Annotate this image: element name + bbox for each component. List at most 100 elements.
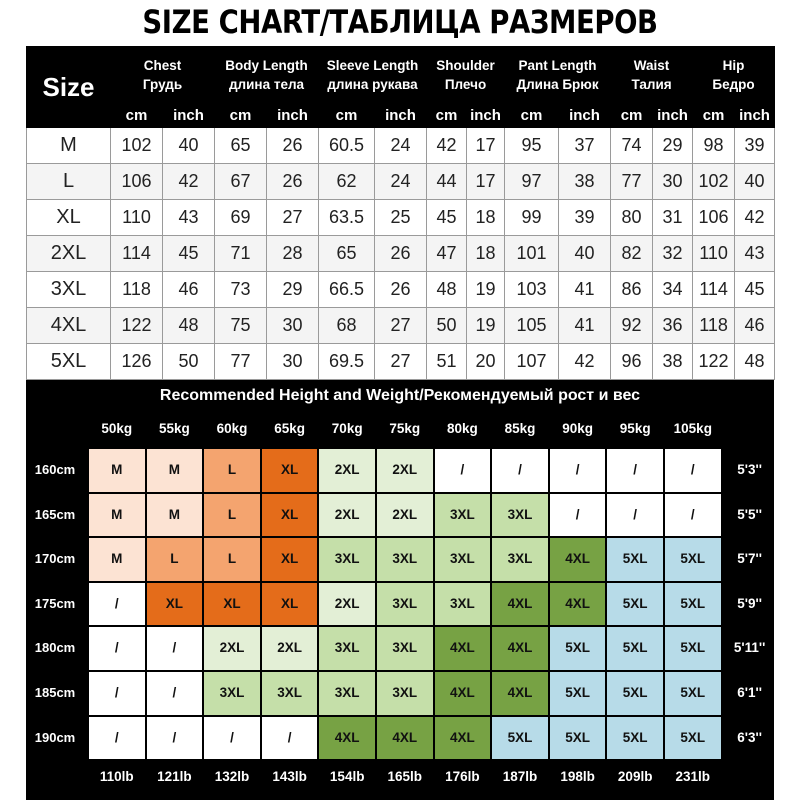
value-cell: 97 [504,163,560,200]
size-recommendation-cell: / [261,716,318,760]
size-recommendation-cell: 2XL [377,449,433,492]
value-cell: 47 [426,235,467,272]
height-cm-label: 190cm [34,729,76,745]
measure-header: Sleeve Length длина рукава [318,46,427,103]
value-cell: 73 [214,271,267,308]
measure-header: Chest Грудь [110,46,215,103]
measure-name-en: Pant Length [518,57,597,73]
size-recommendation-cell: 4XL [434,716,491,760]
unit-cm-header: cm [110,102,163,128]
weight-kg-label: 95kg [619,421,651,436]
size-recommendation-cell: 5XL [492,716,548,760]
value-cell: 77 [214,343,267,380]
value-cell: 50 [162,343,215,380]
recommend-section: Recommended Height and Weight/Рекомендуе… [26,380,774,800]
value-cell: 30 [266,343,319,380]
unit-inch-header: inch [374,102,427,128]
size-recommendation-cell: 5XL [607,538,663,581]
value-cell: 27 [266,199,319,236]
size-recommendation-cell: 3XL [377,582,433,626]
value-cell: 45 [162,235,215,272]
size-recommendation-cell: 2XL [261,627,318,670]
unit-inch-header: inch [266,102,319,128]
size-recommendation-cell: 5XL [607,582,663,626]
value-cell: 46 [162,271,215,308]
value-cell: 38 [652,343,694,380]
value-cell: 18 [465,199,506,236]
weight-kg-label: 85kg [504,421,536,436]
value-cell: 69.5 [318,343,375,380]
size-recommendation-cell: 2XL [204,627,260,670]
size-recommendation-cell: / [549,493,606,537]
unit-inch-header: inch [465,102,506,128]
value-cell: 27 [374,343,427,380]
value-cell: 30 [652,163,694,200]
value-cell: 20 [465,343,506,380]
value-cell: 62 [318,163,375,200]
size-recommendation-cell: 3XL [377,672,433,715]
weight-lb-label: 176lb [445,769,480,785]
weight-kg-label: 105kg [673,421,712,436]
value-cell: 65 [214,127,267,164]
size-recommendation-cell: / [89,582,145,626]
unit-cm-header: cm [610,102,654,128]
size-recommendation-cell: 3XL [204,672,260,715]
value-cell: 44 [426,163,467,200]
unit-inch-header: inch [162,102,215,128]
value-cell: 29 [266,271,319,308]
size-recommendation-cell: 4XL [319,716,375,760]
value-cell: 48 [734,343,776,380]
value-cell: 38 [558,163,612,200]
size-recommendation-cell: 5XL [665,538,721,581]
weight-lb-label: 187lb [502,769,538,785]
size-recommendation-cell: / [607,493,663,537]
measure-name-ru: Длина Брюк [516,76,599,92]
value-cell: 29 [652,127,694,164]
value-cell: 45 [734,271,776,308]
size-recommendation-cell: 2XL [377,493,433,537]
value-cell: 99 [504,199,560,236]
height-ft-label: 5'7'' [737,551,762,567]
value-cell: 110 [110,199,163,236]
size-recommendation-cell: L [146,538,203,581]
size-recommendation-cell: 5XL [549,716,606,760]
value-cell: 50 [426,307,467,344]
measure-header: Pant Length Длина Брюк [504,46,612,103]
size-recommendation-cell: 5XL [607,672,663,715]
size-recommendation-cell: 4XL [434,627,491,670]
measure-header: Shoulder Плечо [425,46,506,103]
size-recommendation-cell: / [492,449,548,492]
size-cell: 4XL [26,307,111,344]
unit-inch-header: inch [734,102,776,128]
size-recommendation-cell: XL [261,493,318,537]
table-row: XL 110 43 69 27 63.5 25 45 18 99 39 80 31 106 42 [26,199,776,236]
size-recommendation-cell: 4XL [492,627,548,670]
size-recommendation-cell: 2XL [319,449,375,492]
size-recommendation-cell: 3XL [319,627,375,670]
value-cell: 36 [652,307,694,344]
value-cell: 25 [374,199,427,236]
size-recommendation-cell: 3XL [377,538,433,581]
value-cell: 103 [504,271,560,308]
value-cell: 40 [734,163,776,200]
recommend-grid: 50kg 55kg 60kg 65kg 70kg 75kg 80kg 85kg 90kg 95kg… [26,412,774,800]
unit-cm-header: cm [426,102,467,128]
weight-lb-label: 154lb [329,769,365,785]
unit-cm-header: cm [214,102,267,128]
size-recommendation-cell: M [89,538,145,581]
value-cell: 96 [610,343,654,380]
value-cell: 105 [504,307,560,344]
height-cm-label: 185cm [34,685,76,700]
size-recommendation-cell: 5XL [665,582,721,626]
value-cell: 66.5 [318,271,375,308]
weight-kg-label: 55kg [159,421,190,436]
value-cell: 114 [110,235,163,272]
weight-kg-label: 65kg [274,421,305,436]
size-recommendation-cell: / [665,449,721,492]
height-ft-label: 5'9'' [737,595,762,611]
value-cell: 39 [734,127,776,164]
value-cell: 48 [162,307,215,344]
size-header: Size [26,46,111,128]
value-cell: 86 [610,271,654,308]
unit-cm-header: cm [318,102,375,128]
